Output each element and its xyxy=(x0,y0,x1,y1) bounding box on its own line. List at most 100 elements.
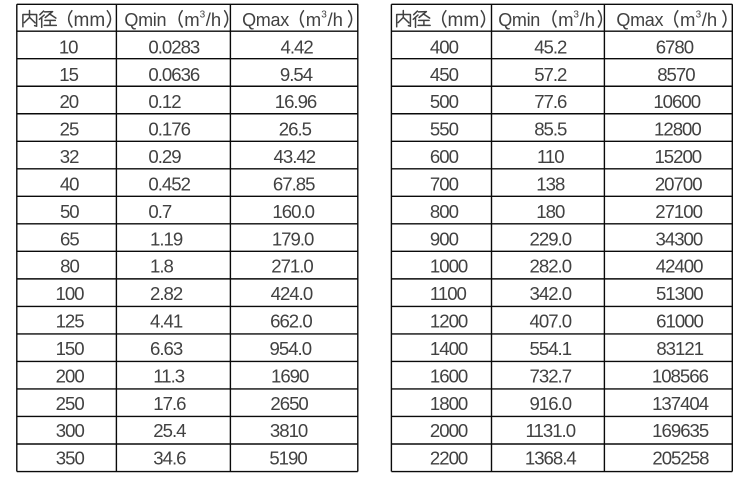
svg-text:0.12: 0.12 xyxy=(148,91,181,112)
svg-text:15: 15 xyxy=(59,64,78,85)
svg-text:12800: 12800 xyxy=(654,119,701,140)
svg-text:1200: 1200 xyxy=(430,311,468,332)
svg-text:100: 100 xyxy=(55,283,84,304)
svg-text:1368.4: 1368.4 xyxy=(525,448,577,469)
svg-text:4.42: 4.42 xyxy=(280,36,313,57)
svg-text:/h: /h xyxy=(702,9,717,30)
svg-text:1.8: 1.8 xyxy=(150,256,174,277)
svg-text:179.0: 179.0 xyxy=(272,228,314,249)
svg-text:3: 3 xyxy=(696,9,702,20)
svg-text:732.7: 732.7 xyxy=(530,365,572,386)
svg-text:Qmin: Qmin xyxy=(498,10,540,30)
svg-text:0.29: 0.29 xyxy=(148,146,181,167)
svg-text:169635: 169635 xyxy=(652,420,709,441)
svg-text:300: 300 xyxy=(56,420,85,441)
svg-text:77.6: 77.6 xyxy=(534,91,567,112)
svg-text:205258: 205258 xyxy=(652,448,709,469)
svg-text:150: 150 xyxy=(56,338,85,359)
svg-text:50: 50 xyxy=(60,201,79,222)
svg-text:11.3: 11.3 xyxy=(153,365,184,386)
svg-text:662.0: 662.0 xyxy=(270,311,312,332)
svg-text:80: 80 xyxy=(60,256,79,277)
svg-text:5190: 5190 xyxy=(269,448,307,469)
svg-text:400: 400 xyxy=(430,36,459,57)
svg-text:8570: 8570 xyxy=(657,64,695,85)
svg-text:0.0283: 0.0283 xyxy=(148,36,200,57)
svg-text:2000: 2000 xyxy=(430,420,468,441)
svg-text:229.0: 229.0 xyxy=(530,228,572,249)
svg-text:550: 550 xyxy=(430,119,459,140)
svg-text:180: 180 xyxy=(536,201,565,222)
svg-text:137404: 137404 xyxy=(652,393,709,414)
svg-text:15200: 15200 xyxy=(654,146,701,167)
svg-text:3: 3 xyxy=(200,9,206,20)
svg-text:108566: 108566 xyxy=(652,365,709,386)
svg-text:/h: /h xyxy=(206,9,221,30)
svg-text:1131.0: 1131.0 xyxy=(526,420,576,441)
svg-text:800: 800 xyxy=(430,201,459,222)
svg-text:27100: 27100 xyxy=(655,201,702,222)
svg-text:45.2: 45.2 xyxy=(534,36,567,57)
svg-text:554.1: 554.1 xyxy=(530,338,572,359)
svg-text:10600: 10600 xyxy=(653,91,700,112)
svg-text:0.7: 0.7 xyxy=(148,201,172,222)
svg-text:25: 25 xyxy=(60,119,79,140)
svg-text:0.0636: 0.0636 xyxy=(148,64,200,85)
svg-text:40: 40 xyxy=(60,173,79,194)
svg-text:20: 20 xyxy=(59,91,78,112)
svg-text:342.0: 342.0 xyxy=(530,283,572,304)
svg-text:43.42: 43.42 xyxy=(274,146,316,167)
svg-text:138: 138 xyxy=(536,173,565,194)
svg-text:900: 900 xyxy=(430,228,459,249)
svg-text:282.0: 282.0 xyxy=(530,256,572,277)
svg-text:350: 350 xyxy=(56,448,85,469)
svg-text:16.96: 16.96 xyxy=(275,91,317,112)
svg-text:600: 600 xyxy=(430,146,459,167)
svg-text:407.0: 407.0 xyxy=(530,311,572,332)
svg-text:m: m xyxy=(184,9,199,30)
svg-text:6780: 6780 xyxy=(656,36,694,57)
svg-text:3: 3 xyxy=(321,9,327,20)
svg-text:424.0: 424.0 xyxy=(271,283,313,304)
svg-text:250: 250 xyxy=(56,393,85,414)
svg-text:mm: mm xyxy=(74,10,106,31)
svg-text:1100: 1100 xyxy=(430,283,467,304)
svg-text:3: 3 xyxy=(573,9,579,20)
svg-text:450: 450 xyxy=(430,64,459,85)
svg-text:67.85: 67.85 xyxy=(273,173,315,194)
svg-text:2200: 2200 xyxy=(430,448,468,469)
svg-text:42400: 42400 xyxy=(656,256,703,277)
svg-text:17.6: 17.6 xyxy=(153,393,186,414)
svg-text:Qmin: Qmin xyxy=(124,10,166,30)
svg-text:25.4: 25.4 xyxy=(153,420,186,441)
svg-text:4.41: 4.41 xyxy=(150,311,183,332)
svg-text:/h: /h xyxy=(328,9,343,30)
svg-text:3810: 3810 xyxy=(270,420,308,441)
svg-text:500: 500 xyxy=(430,91,459,112)
svg-text:83121: 83121 xyxy=(656,338,703,359)
svg-text:m: m xyxy=(306,9,321,30)
svg-text:1690: 1690 xyxy=(271,365,309,386)
svg-text:85.5: 85.5 xyxy=(534,119,567,140)
svg-text:m: m xyxy=(680,9,695,30)
svg-text:700: 700 xyxy=(430,173,459,194)
svg-text:0.452: 0.452 xyxy=(148,173,190,194)
svg-text:51300: 51300 xyxy=(656,283,703,304)
svg-text:916.0: 916.0 xyxy=(530,393,572,414)
svg-text:200: 200 xyxy=(56,365,85,386)
svg-text:160.0: 160.0 xyxy=(272,201,314,222)
svg-text:/h: /h xyxy=(580,9,595,30)
svg-text:1.19: 1.19 xyxy=(150,228,183,249)
svg-text:9.54: 9.54 xyxy=(280,64,313,85)
svg-text:65: 65 xyxy=(60,228,79,249)
svg-text:1000: 1000 xyxy=(430,256,468,277)
svg-text:6.63: 6.63 xyxy=(150,338,183,359)
svg-text:954.0: 954.0 xyxy=(270,338,312,359)
svg-text:1400: 1400 xyxy=(430,338,468,359)
svg-text:Qmax: Qmax xyxy=(242,10,289,30)
svg-text:34.6: 34.6 xyxy=(153,448,186,469)
svg-text:Qmax: Qmax xyxy=(616,10,663,30)
svg-text:20700: 20700 xyxy=(655,173,702,194)
svg-text:m: m xyxy=(558,9,573,30)
svg-text:57.2: 57.2 xyxy=(534,64,567,85)
